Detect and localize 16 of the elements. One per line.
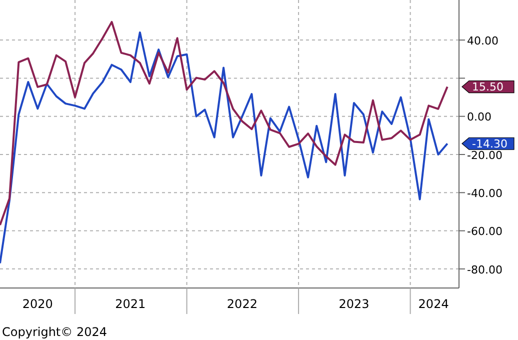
x-tick-label: 2021 [115, 297, 146, 311]
y-tick-label: 40.00 [467, 34, 498, 48]
x-tick-label: 2020 [22, 297, 53, 311]
y-tick-label: 0.00 [467, 110, 492, 124]
line-series [0, 20, 448, 226]
line-series [0, 31, 448, 264]
x-tick-label: 2024 [418, 297, 449, 311]
y-tick-label: -20.00 [467, 148, 502, 162]
text: Copyright© 2024 [2, 325, 107, 339]
x-tick-label: 2022 [226, 297, 258, 311]
y-tick-label: -40.00 [467, 187, 502, 200]
y-tick-label: -80.00 [467, 263, 502, 276]
annotation: -14.30 [472, 137, 508, 150]
x-tick-label: 2023 [338, 297, 370, 311]
annotation: 15.50 [472, 80, 504, 94]
y-tick-label: -60.00 [467, 225, 502, 238]
